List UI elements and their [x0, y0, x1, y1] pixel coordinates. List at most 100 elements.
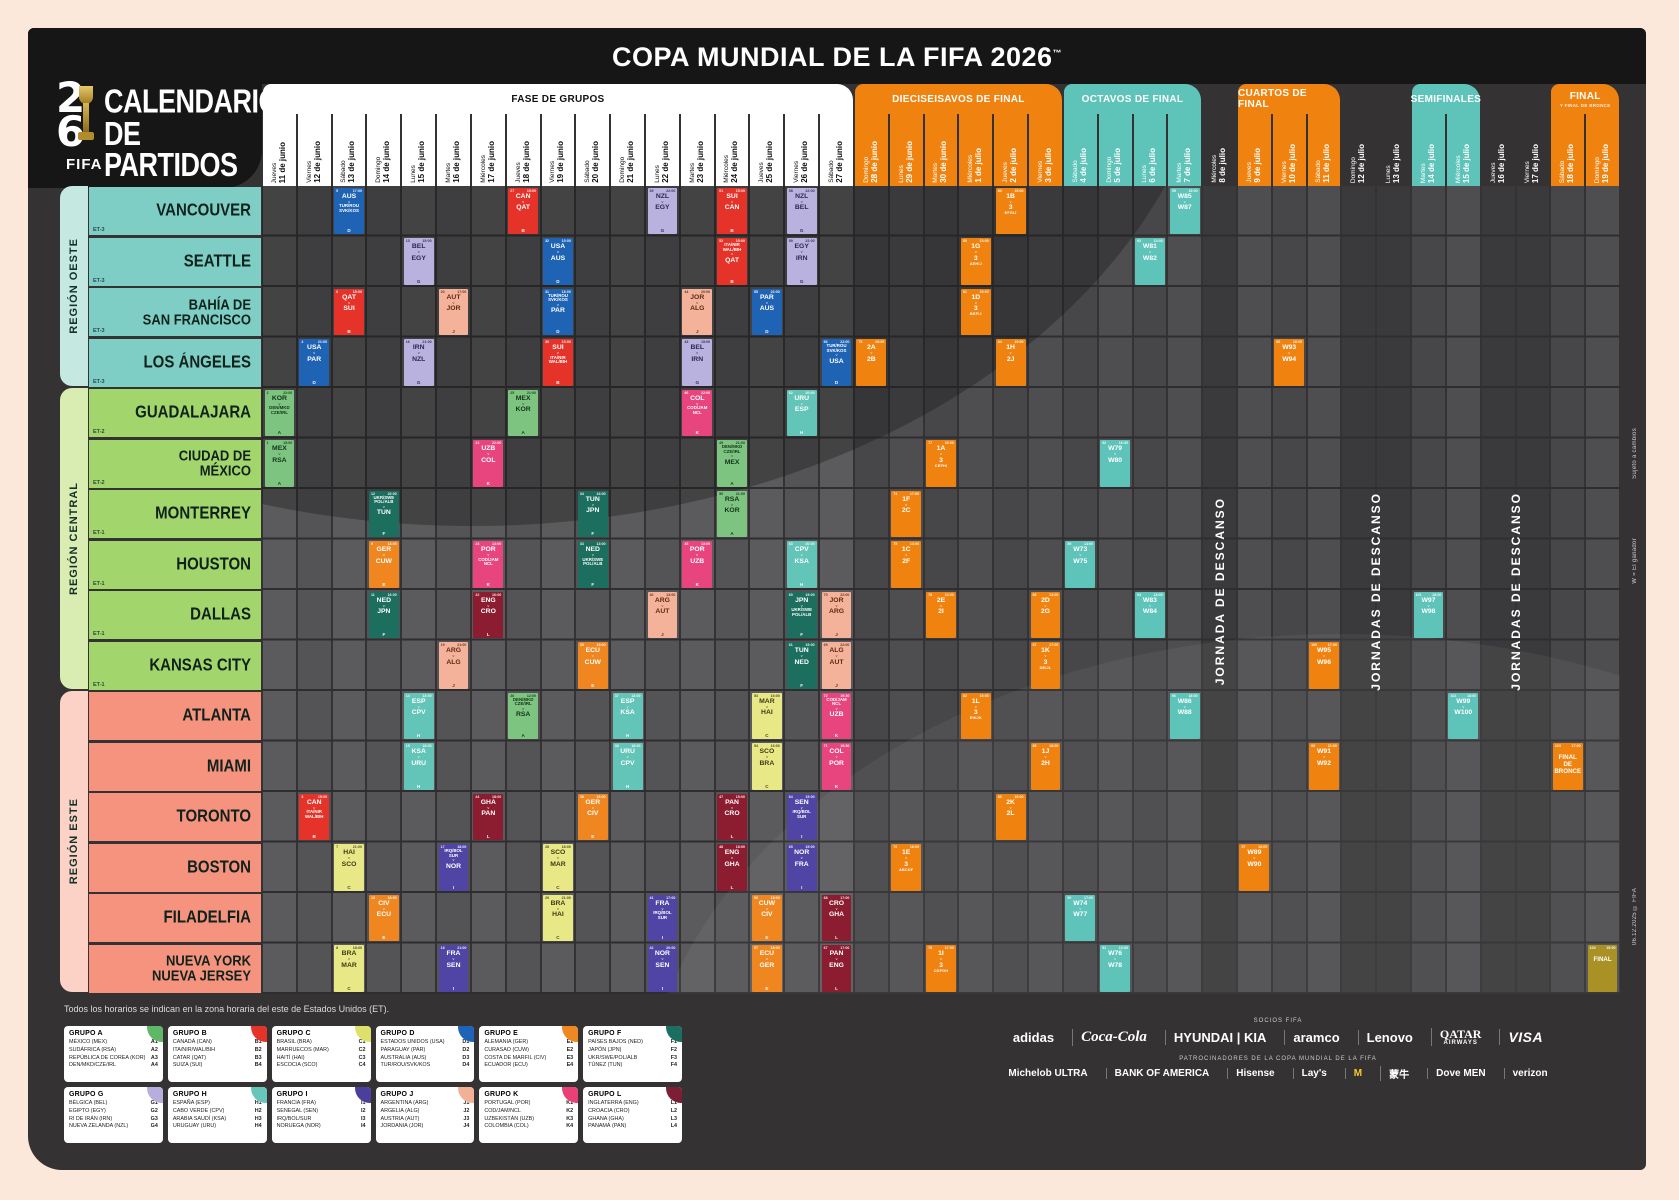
slot-away: W92 [1317, 759, 1331, 767]
poster-title: COPA MUNDIAL DE LA FIFA 2026™ [611, 42, 1063, 72]
kickoff-time: 18:00 [492, 794, 502, 799]
match-meta: 46 22:00 [682, 391, 712, 395]
team-home: SEN [794, 798, 809, 806]
match-sui-vs-can: 51 15:00 SUI v CAN B [717, 187, 747, 234]
match-meta: 14 13:00 [404, 694, 434, 698]
legend-grupo-l: GRUPO L INGLATERRA (ENG) L1 CROACIA (CRO) L2… [583, 1087, 682, 1143]
team-seed: D2 [462, 1046, 470, 1053]
utc-offset-note: ET-1 [93, 631, 105, 637]
match-number: 102 [1450, 693, 1457, 698]
team-away: TUN [376, 509, 391, 517]
versus: v [696, 553, 699, 558]
legend-grupo-f: GRUPO F PAÍSES BAJOS (NED) F1 JAPÓN (JPN) F2… [583, 1026, 682, 1082]
utc-offset-note: ET-1 [93, 580, 105, 587]
kickoff-time: 17:00 [1083, 895, 1094, 900]
city-name: VANCOUVER [156, 201, 251, 221]
match-number: 87 [1032, 643, 1037, 647]
versus: v [487, 805, 490, 810]
match-cro-vs-gha: 68 17:00 CRO v GHA L [821, 894, 852, 941]
team-seed: L4 [670, 1123, 677, 1130]
team-home: PAR [759, 293, 774, 301]
team-home: PAN [725, 798, 739, 806]
match-bel-vs-irn: 43 15:00 BEL v IRN G [682, 339, 713, 386]
team-away: ECU [376, 911, 392, 919]
match-number: 29 [545, 895, 550, 900]
match-number: 46 [684, 390, 689, 395]
slot-home: 1C [901, 546, 911, 553]
slot-home: W76 [1108, 950, 1123, 957]
group-letter: L [835, 935, 838, 940]
match-nzl-vs-egy: 39 22:00 NZL v EGY G [647, 187, 678, 234]
kickoff-time: 17:00 [1571, 744, 1581, 748]
team-name: SUDÁFRICA (RSA) [69, 1046, 117, 1053]
match-meta: 48 18:00 [717, 845, 747, 849]
team-name: COLOMBIA (COL) [484, 1123, 529, 1130]
date: 19 de julio [1600, 143, 1610, 183]
date: 20 de junio [590, 141, 600, 183]
match-number: 53 [753, 693, 758, 698]
match-ger-vs-cuw: 9 13:00 GER v CUW E [368, 541, 399, 588]
slot-home: W86 [1177, 697, 1192, 705]
versus: v [1183, 704, 1186, 709]
versus: v [382, 504, 385, 509]
match-meta: 78 13:00 [926, 593, 956, 597]
rest-note-1: JORNADAS DE DESCANSO [1341, 206, 1411, 976]
match-uru-vs-esp: 62 20:00 URU v ESP H [786, 389, 817, 436]
group-letter: E [382, 935, 386, 940]
date-label: Sábado 18 de julio [1559, 142, 1575, 186]
date-label: Sábado 13 de junio [340, 139, 356, 186]
team-name: AUSTRIA (AUT) [380, 1115, 420, 1122]
match-meta: 27 15:00 [508, 189, 538, 193]
legend-team: TUR/ROU/SVK/KOS D4 [381, 1062, 470, 1070]
versus: v [800, 805, 803, 810]
date-label: Martes 14 de julio [1420, 142, 1436, 186]
group-letter: K [486, 480, 490, 486]
date-col-17: Sábado 27 de junio [820, 114, 853, 186]
team-home: MAR [759, 697, 775, 705]
versus: v [626, 704, 629, 709]
team-away: ITA/NIR WAL/BIH [304, 809, 324, 819]
match-meta: 69 22:00 [822, 643, 852, 647]
knockout-r32-match-79: 79 17:00 1I v 3 CDFGH [926, 945, 956, 992]
slot-away: 2C [901, 507, 911, 515]
group-letter: F [382, 632, 386, 637]
match-number: 100 [1311, 643, 1318, 647]
slot-away: 3 [973, 305, 978, 313]
utc-offset-note: ET-2 [93, 429, 105, 435]
slot-away: 3 [973, 709, 978, 717]
date-label: Viernes 19 de junio [549, 139, 565, 186]
utc-offset-note: ET-2 [93, 479, 105, 486]
team-home: FRA [446, 950, 461, 957]
kickoff-time: 20:00 [805, 390, 815, 395]
city-row-toronto: TORONTO [89, 793, 261, 841]
versus: v [382, 906, 385, 911]
legend-team: SUIZA (SUI) B4 [173, 1062, 262, 1070]
kickoff-time: 20:00 [700, 289, 711, 294]
team-home: ENG [724, 849, 740, 856]
team-name: PARAGUAY (PAR) [380, 1046, 426, 1053]
group-letter: J [452, 329, 455, 334]
city-row-kansas-city: KANSAS CITY ET-1 [89, 641, 261, 690]
versus: v [765, 906, 768, 911]
kickoff-time: 15:00 [561, 340, 571, 344]
kickoff-time: 14:00 [1083, 542, 1094, 546]
match-col-vs-por: 71 19:30 COL v POR K [821, 743, 852, 790]
copyright-note: 06.12.2025 © FIFA [1632, 888, 1638, 946]
slot-home: W83 [1142, 596, 1157, 604]
team-home: IRQ/BOL SUR [444, 848, 463, 858]
group-letter: F [382, 531, 386, 536]
group-letter: D [556, 329, 560, 334]
team-home: NZL [655, 192, 670, 200]
match-number: 79 [928, 946, 933, 950]
versus: v [835, 654, 838, 659]
slot-away: W94 [1282, 355, 1297, 363]
kickoff-time: 15:00 [735, 794, 745, 799]
team-away: BEL [794, 204, 809, 212]
match-meta: 19 21:00 [439, 643, 469, 647]
match-nor-vs-fra: 65 15:00 NOR v FRA I [786, 844, 817, 891]
team-home: NED [585, 546, 600, 553]
date: 30 de junio [939, 141, 949, 183]
knockout-r16-match-89: 89 14:00 W73 v W75 [1065, 541, 1096, 588]
team-seed: J1 [463, 1100, 470, 1106]
team-away: JOR [446, 305, 461, 313]
